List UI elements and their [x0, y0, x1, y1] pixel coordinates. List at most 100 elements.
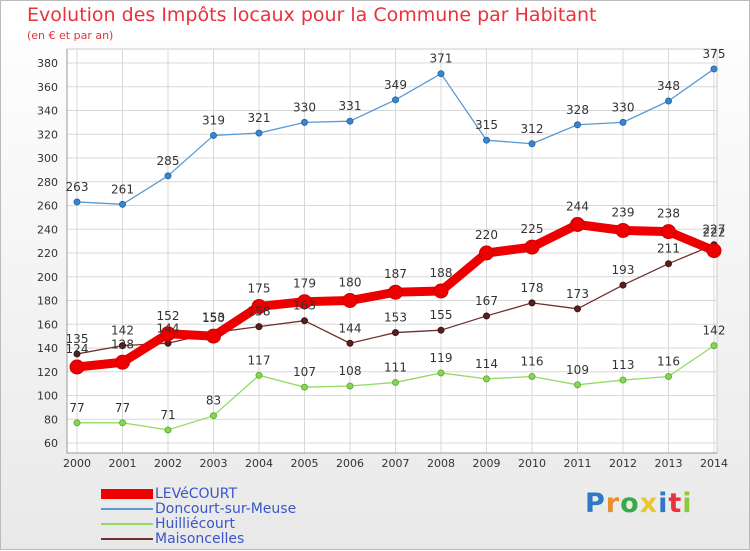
- x-tick-label: 2009: [473, 457, 501, 470]
- data-point: [160, 326, 176, 342]
- data-point: [346, 339, 354, 347]
- data-label: 263: [66, 180, 89, 194]
- data-point: [69, 359, 85, 375]
- data-label: 227: [703, 223, 726, 237]
- data-point: [665, 373, 672, 380]
- x-tick-label: 2008: [427, 457, 455, 470]
- data-point: [346, 382, 354, 390]
- data-point: [665, 97, 672, 105]
- data-point: [528, 373, 536, 380]
- data-point: [574, 121, 581, 129]
- data-label: 220: [475, 228, 498, 242]
- data-point: [619, 281, 627, 289]
- x-tick-label: 2004: [245, 457, 273, 470]
- chart-subtitle: (en € et par an): [27, 29, 114, 42]
- data-point: [342, 293, 358, 308]
- logo-letter: x: [639, 488, 659, 519]
- data-label: 144: [339, 321, 362, 335]
- data-point: [437, 369, 445, 377]
- data-label: 108: [339, 364, 362, 378]
- x-tick-label: 2005: [291, 457, 319, 470]
- data-label: 187: [384, 267, 407, 281]
- logo-letter: r: [605, 488, 621, 519]
- data-label: 117: [248, 353, 271, 367]
- data-point: [528, 140, 536, 148]
- y-tick-label: 60: [44, 437, 58, 450]
- x-tick-label: 2002: [154, 457, 182, 470]
- data-point: [73, 419, 81, 427]
- plot-area: [66, 48, 718, 454]
- logo-letter: t: [668, 488, 683, 519]
- data-label: 173: [566, 287, 589, 301]
- y-tick-label: 80: [44, 413, 58, 426]
- x-tick-label: 2007: [382, 457, 410, 470]
- data-point: [479, 245, 494, 261]
- legend-label: LEVéCOURT: [155, 486, 238, 502]
- data-label: 107: [293, 365, 316, 379]
- data-point: [164, 172, 172, 180]
- data-point: [301, 317, 308, 325]
- data-label: 331: [339, 99, 362, 113]
- chart-title: Evolution des Impôts locaux pour la Comm…: [27, 4, 597, 26]
- data-label: 158: [248, 305, 271, 319]
- data-label: 330: [293, 100, 316, 114]
- data-label: 328: [566, 103, 589, 117]
- data-label: 152: [157, 309, 180, 323]
- data-point: [73, 198, 81, 206]
- data-point: [615, 222, 631, 238]
- data-label: 261: [111, 182, 134, 196]
- x-tick-label: 2011: [564, 457, 592, 470]
- data-label: 113: [612, 358, 635, 372]
- data-point: [483, 375, 490, 383]
- logo-letter: P: [585, 488, 606, 519]
- data-point: [710, 342, 718, 350]
- data-point: [392, 329, 399, 337]
- proxiti-logo: Proxiti: [585, 488, 693, 519]
- data-label: 188: [430, 266, 453, 280]
- data-point: [661, 224, 676, 240]
- data-label: 119: [430, 351, 453, 365]
- data-label: 153: [384, 311, 407, 325]
- data-label: 175: [248, 281, 271, 295]
- y-tick-label: 300: [37, 152, 58, 165]
- data-point: [574, 381, 581, 389]
- data-point: [346, 117, 354, 125]
- x-tick-label: 2000: [63, 457, 91, 470]
- data-label: 167: [475, 294, 498, 308]
- data-label: 163: [293, 299, 316, 313]
- data-label: 222: [703, 226, 726, 240]
- data-point: [619, 376, 627, 384]
- x-tick-label: 2006: [336, 457, 364, 470]
- data-label: 319: [202, 113, 225, 127]
- data-label: 109: [566, 363, 589, 377]
- logo-letter: i: [658, 488, 669, 519]
- y-tick-label: 260: [37, 200, 58, 213]
- data-point: [210, 131, 217, 139]
- data-label: 312: [521, 122, 544, 136]
- data-label: 128: [111, 337, 134, 351]
- data-label: 155: [430, 308, 453, 322]
- data-point: [574, 305, 581, 313]
- data-label: 211: [657, 242, 680, 256]
- data-point: [301, 383, 308, 391]
- data-point: [388, 284, 403, 300]
- data-point: [255, 129, 263, 137]
- y-tick-label: 220: [37, 247, 58, 260]
- data-point: [119, 342, 126, 350]
- data-point: [483, 136, 490, 144]
- data-label: 144: [157, 321, 180, 335]
- data-point: [297, 294, 312, 310]
- y-tick-label: 340: [37, 105, 58, 118]
- data-label: 124: [66, 342, 89, 356]
- data-label: 71: [160, 408, 175, 422]
- data-label: 77: [69, 401, 84, 415]
- logo-letter: i: [682, 488, 693, 519]
- data-point: [392, 378, 399, 386]
- y-tick-label: 180: [37, 295, 58, 308]
- x-tick-label: 2014: [700, 457, 728, 470]
- legend-label: Doncourt-sur-Meuse: [155, 501, 297, 517]
- data-label: 111: [384, 360, 407, 374]
- legend-swatch: [101, 489, 153, 499]
- data-point: [119, 419, 126, 427]
